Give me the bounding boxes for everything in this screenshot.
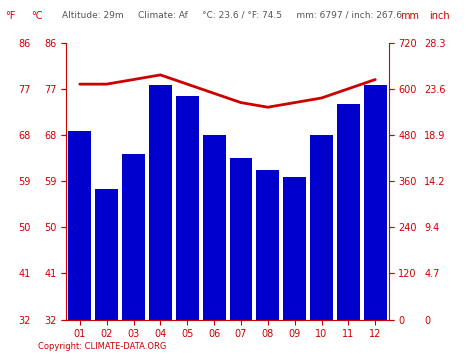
Bar (149, 85, 172, 320)
Bar (256, 169, 279, 320)
Bar (176, 97, 199, 320)
Bar (68, 131, 91, 320)
Bar (310, 135, 333, 320)
Text: °F: °F (5, 11, 15, 21)
Bar (364, 85, 387, 320)
Text: Altitude: 29m     Climate: Af     °C: 23.6 / °F: 74.5     mm: 6797 / inch: 267.6: Altitude: 29m Climate: Af °C: 23.6 / °F:… (62, 11, 401, 20)
Bar (337, 104, 360, 320)
Bar (203, 135, 226, 320)
Bar (95, 189, 118, 320)
Bar (283, 177, 306, 320)
Text: inch: inch (429, 11, 450, 21)
Bar (229, 158, 252, 320)
Text: Copyright: CLIMATE-DATA.ORG: Copyright: CLIMATE-DATA.ORG (38, 343, 166, 351)
Text: mm: mm (401, 11, 419, 21)
Bar (122, 154, 145, 320)
Text: °C: °C (31, 11, 42, 21)
